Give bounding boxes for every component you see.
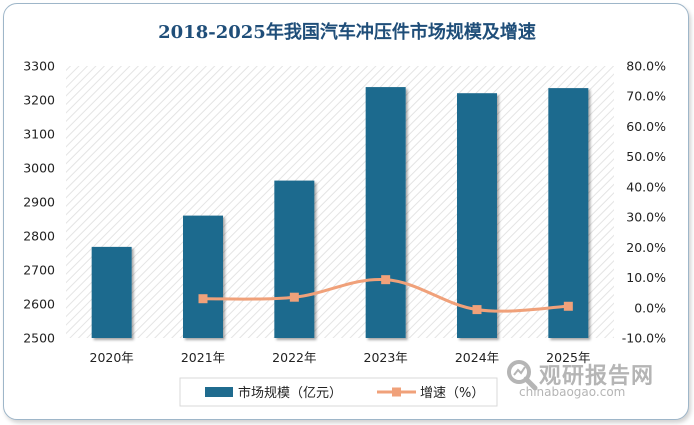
right-tick-label: -10.0%	[622, 331, 666, 346]
chart-title: 2018-2025年我国汽车冲压件市场规模及增速	[158, 22, 536, 43]
bar	[274, 180, 315, 338]
growth-marker	[472, 305, 482, 315]
bar	[183, 215, 223, 338]
growth-marker	[289, 292, 299, 302]
bar	[457, 93, 497, 338]
left-tick-label: 3300	[23, 59, 55, 74]
left-tick-label: 2800	[23, 229, 55, 244]
right-tick-label: 80.0%	[626, 59, 666, 74]
growth-marker	[381, 275, 391, 285]
legend-bar-label: 市场规模（亿元）	[238, 385, 342, 401]
x-tick-label: 2021年	[181, 350, 225, 365]
line-series	[198, 275, 573, 315]
watermark-brand: 观研报告网	[539, 364, 655, 389]
right-axis: -10.0% 0.0% 10.0% 20.0% 30.0% 40.0% 50.0% 60.0%…	[622, 59, 666, 346]
growth-marker	[563, 301, 573, 311]
bar	[365, 87, 406, 338]
watermark: 观研报告网 chinabaogao.com	[505, 358, 685, 408]
left-tick-label: 3000	[23, 161, 55, 176]
right-tick-label: 30.0%	[626, 210, 666, 225]
watermark-url: chinabaogao.com	[519, 385, 626, 399]
x-tick-label: 2024年	[455, 350, 499, 365]
left-tick-label: 2700	[23, 263, 55, 278]
growth-marker	[198, 294, 208, 304]
right-tick-label: 20.0%	[626, 240, 666, 255]
right-tick-label: 40.0%	[626, 179, 666, 194]
legend-line-label: 增速（%）	[420, 386, 484, 401]
right-tick-label: 10.0%	[626, 270, 666, 285]
left-tick-label: 2900	[23, 195, 55, 210]
legend-bar-swatch	[205, 387, 233, 397]
left-tick-label: 2600	[23, 297, 55, 312]
right-tick-label: 70.0%	[626, 89, 666, 104]
left-tick-label: 3200	[23, 93, 55, 108]
left-axis: 2500 2600 2700 2800 2900 3000 3100 3200 3300	[23, 59, 55, 346]
plot-area-background	[66, 66, 614, 338]
x-tick-label: 2020年	[90, 350, 134, 365]
x-tick-label: 2023年	[364, 350, 408, 365]
left-tick-label: 3100	[23, 127, 55, 142]
magnifier-logo-icon	[507, 360, 538, 391]
right-tick-label: 0.0%	[634, 300, 666, 315]
bar	[91, 246, 132, 338]
left-tick-label: 2500	[23, 331, 55, 346]
legend-line-marker	[392, 387, 401, 397]
bar-series	[91, 87, 589, 338]
bar	[548, 88, 589, 338]
x-tick-label: 2022年	[272, 350, 316, 365]
right-tick-label: 60.0%	[626, 119, 666, 134]
right-tick-label: 50.0%	[626, 149, 666, 164]
x-axis: 2020年 2021年 2022年 2023年 2024年 2025年	[90, 350, 591, 365]
x-tick-label: 2025年	[546, 350, 590, 365]
legend: 市场规模（亿元） 增速（%）	[179, 377, 498, 407]
